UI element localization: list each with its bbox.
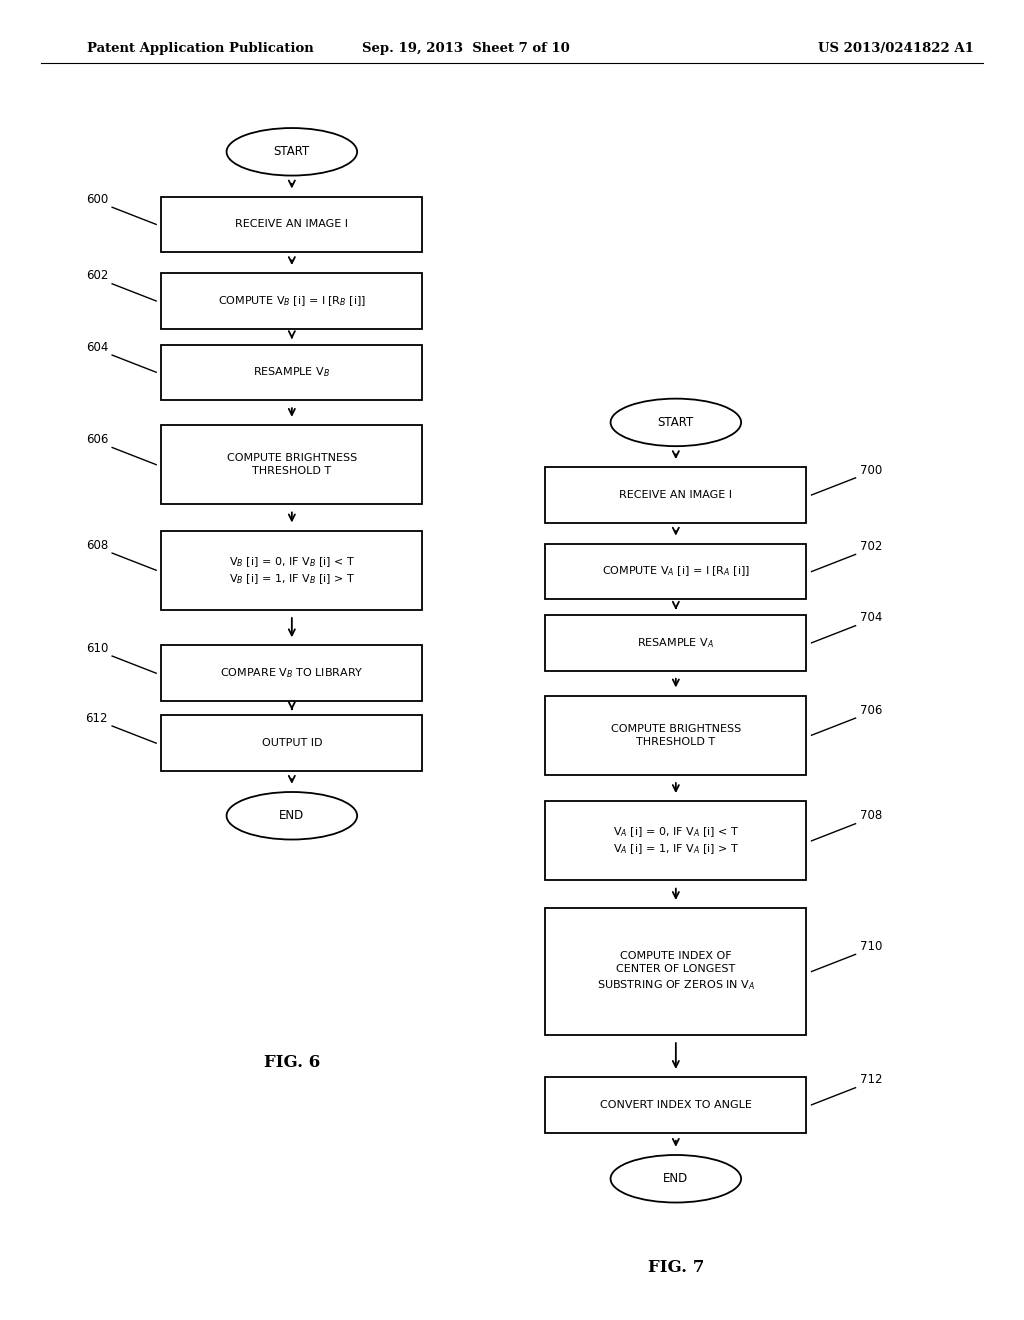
Text: FIG. 7: FIG. 7	[647, 1259, 705, 1275]
Text: OUTPUT ID: OUTPUT ID	[261, 738, 323, 748]
FancyBboxPatch shape	[161, 345, 422, 400]
Text: 706: 706	[860, 704, 882, 717]
Text: 612: 612	[86, 711, 108, 725]
Ellipse shape	[610, 399, 741, 446]
FancyBboxPatch shape	[161, 425, 422, 504]
Text: 700: 700	[860, 463, 882, 477]
Text: 600: 600	[86, 193, 108, 206]
Text: 702: 702	[860, 540, 882, 553]
Text: 606: 606	[86, 433, 108, 446]
FancyBboxPatch shape	[545, 801, 807, 880]
Text: COMPUTE BRIGHTNESS
THRESHOLD T: COMPUTE BRIGHTNESS THRESHOLD T	[226, 453, 357, 477]
Text: RESAMPLE V$_B$: RESAMPLE V$_B$	[253, 366, 331, 379]
Text: RESAMPLE V$_A$: RESAMPLE V$_A$	[637, 636, 715, 649]
Text: 708: 708	[860, 809, 882, 822]
FancyBboxPatch shape	[545, 908, 807, 1035]
Ellipse shape	[226, 128, 357, 176]
Text: COMPUTE V$_B$ [i] = I [R$_B$ [i]]: COMPUTE V$_B$ [i] = I [R$_B$ [i]]	[218, 294, 366, 308]
FancyBboxPatch shape	[161, 531, 422, 610]
Text: RECEIVE AN IMAGE I: RECEIVE AN IMAGE I	[620, 490, 732, 500]
Text: COMPARE V$_B$ TO LIBRARY: COMPARE V$_B$ TO LIBRARY	[220, 667, 364, 680]
Text: COMPUTE BRIGHTNESS
THRESHOLD T: COMPUTE BRIGHTNESS THRESHOLD T	[610, 723, 741, 747]
Text: 710: 710	[860, 940, 882, 953]
Text: V$_B$ [i] = 0, IF V$_B$ [i] < T
V$_B$ [i] = 1, IF V$_B$ [i] > T: V$_B$ [i] = 0, IF V$_B$ [i] < T V$_B$ [i…	[228, 554, 355, 586]
Text: Sep. 19, 2013  Sheet 7 of 10: Sep. 19, 2013 Sheet 7 of 10	[362, 42, 569, 55]
Ellipse shape	[226, 792, 357, 840]
Text: V$_A$ [i] = 0, IF V$_A$ [i] < T
V$_A$ [i] = 1, IF V$_A$ [i] > T: V$_A$ [i] = 0, IF V$_A$ [i] < T V$_A$ [i…	[612, 825, 739, 857]
FancyBboxPatch shape	[161, 715, 422, 771]
Text: 704: 704	[860, 611, 882, 624]
Text: 712: 712	[860, 1073, 882, 1086]
FancyBboxPatch shape	[545, 467, 807, 523]
Text: END: END	[280, 809, 304, 822]
Text: 604: 604	[86, 341, 108, 354]
Text: START: START	[657, 416, 694, 429]
FancyBboxPatch shape	[545, 696, 807, 775]
Text: START: START	[273, 145, 310, 158]
Text: CONVERT INDEX TO ANGLE: CONVERT INDEX TO ANGLE	[600, 1100, 752, 1110]
Ellipse shape	[610, 1155, 741, 1203]
FancyBboxPatch shape	[161, 645, 422, 701]
Text: 610: 610	[86, 642, 108, 655]
Text: 602: 602	[86, 269, 108, 282]
FancyBboxPatch shape	[161, 197, 422, 252]
FancyBboxPatch shape	[545, 544, 807, 599]
Text: COMPUTE INDEX OF
CENTER OF LONGEST
SUBSTRING OF ZEROS IN V$_A$: COMPUTE INDEX OF CENTER OF LONGEST SUBST…	[597, 952, 755, 991]
Text: END: END	[664, 1172, 688, 1185]
Text: FIG. 6: FIG. 6	[264, 1055, 319, 1071]
Text: COMPUTE V$_A$ [i] = I [R$_A$ [i]]: COMPUTE V$_A$ [i] = I [R$_A$ [i]]	[602, 565, 750, 578]
FancyBboxPatch shape	[545, 615, 807, 671]
Text: Patent Application Publication: Patent Application Publication	[87, 42, 313, 55]
FancyBboxPatch shape	[161, 273, 422, 329]
Text: US 2013/0241822 A1: US 2013/0241822 A1	[818, 42, 974, 55]
Text: RECEIVE AN IMAGE I: RECEIVE AN IMAGE I	[236, 219, 348, 230]
FancyBboxPatch shape	[545, 1077, 807, 1133]
Text: 608: 608	[86, 539, 108, 552]
